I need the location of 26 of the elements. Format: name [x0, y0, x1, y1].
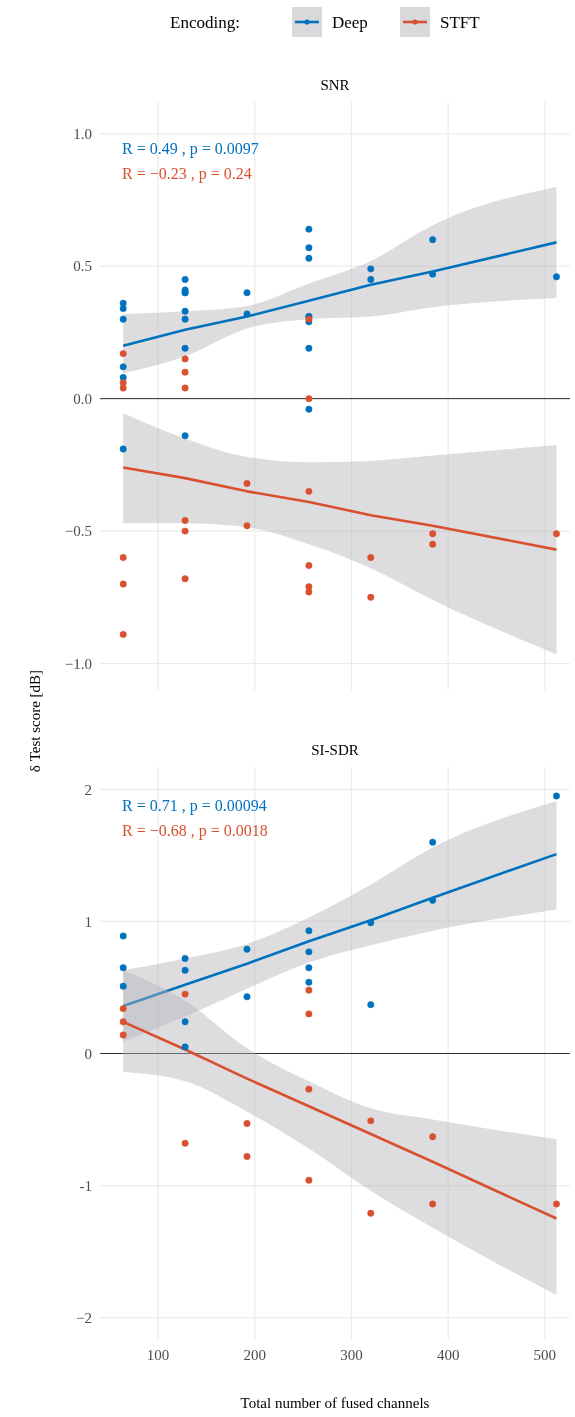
y-tick-label: −1.0 — [64, 655, 92, 672]
annotation: R = −0.68 , p = 0.0018 — [122, 822, 268, 840]
annotation: R = 0.49 , p = 0.0097 — [122, 140, 259, 158]
legend-label: Deep — [332, 12, 368, 32]
x-tick-label: 100 — [146, 1347, 170, 1363]
y-tick-label: 0 — [84, 1045, 92, 1062]
y-tick-label: 0.0 — [73, 390, 92, 407]
y-tick-label: −0.5 — [64, 523, 92, 540]
y-tick-label: 2 — [84, 781, 92, 798]
x-tick-label: 500 — [533, 1347, 557, 1363]
x-tick-label: 400 — [436, 1347, 460, 1363]
x-tick-label: 200 — [243, 1347, 266, 1363]
annotation: R = −0.23 , p = 0.24 — [122, 165, 252, 183]
y-tick-label: −2 — [76, 1309, 92, 1326]
y-tick-label: 0.5 — [73, 258, 92, 275]
legend-title: Encoding: — [170, 12, 240, 32]
x-axis-title: Total number of fused channels — [240, 1395, 430, 1411]
y-tick-label: 1.0 — [73, 126, 92, 143]
x-tick-label: 300 — [340, 1347, 363, 1363]
y-axis-title: δ Test score [dB] — [27, 669, 43, 773]
chart-title: SI-SDR — [311, 742, 359, 758]
chart-title: SNR — [320, 77, 350, 93]
y-tick-label: -1 — [79, 1177, 92, 1194]
legend-label: STFT — [440, 12, 481, 32]
y-tick-label: 1 — [84, 913, 92, 930]
annotation: R = 0.71 , p = 0.00094 — [122, 797, 267, 815]
